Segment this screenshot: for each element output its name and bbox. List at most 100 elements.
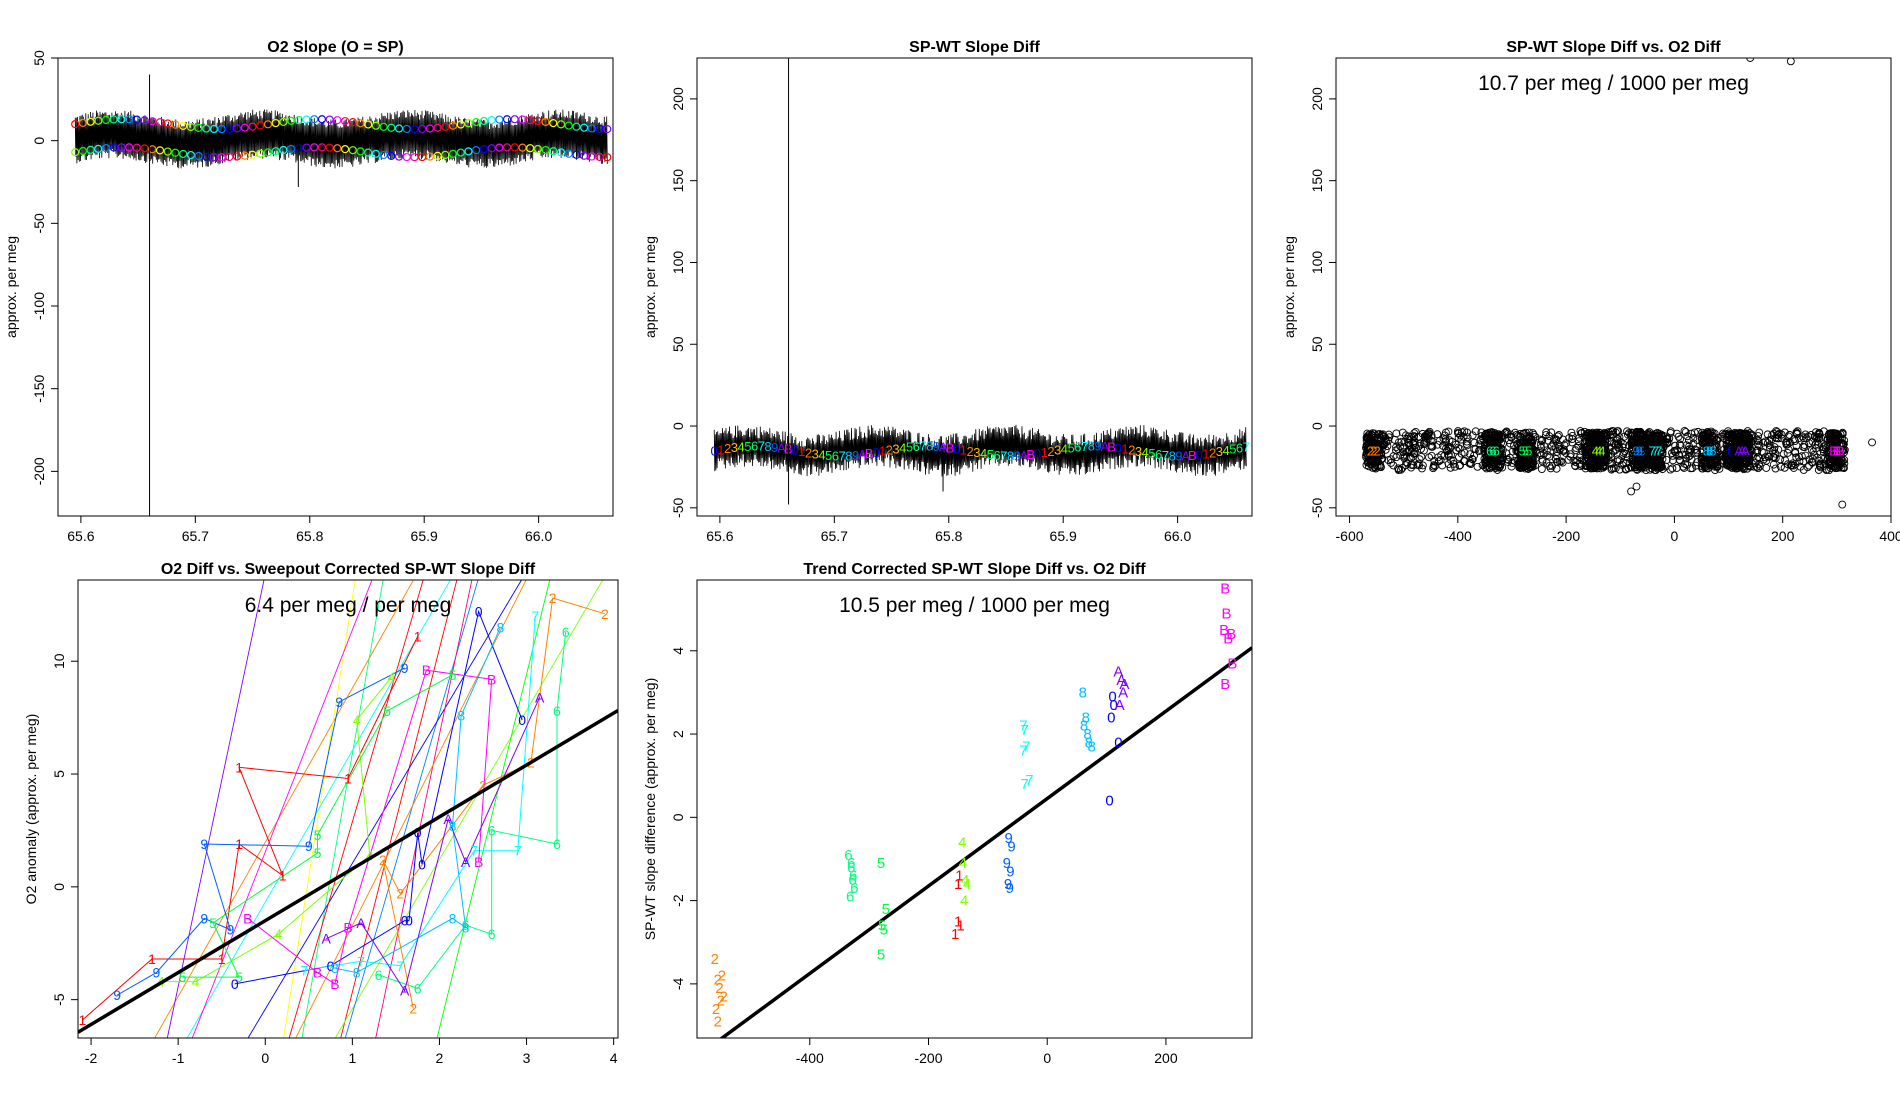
data-point: [1404, 446, 1413, 455]
fit-annotation: 10.7 per meg / 1000 per meg: [1478, 72, 1749, 95]
data-point: [1516, 456, 1525, 465]
cluster-label: A: [1735, 444, 1744, 459]
data-point: B: [1026, 447, 1035, 462]
data-point: [1392, 429, 1401, 438]
data-point: [1419, 446, 1428, 455]
data-point: 3: [1216, 444, 1223, 459]
data-point: 5: [449, 667, 457, 683]
data-point: [1668, 451, 1677, 460]
y-tick-label: -50: [1309, 497, 1325, 517]
data-point: [510, 143, 519, 152]
data-point: 1: [1121, 441, 1128, 456]
data-point: B: [422, 662, 431, 678]
data-point: [340, 145, 350, 154]
data-point: [1702, 462, 1710, 471]
chart-title: Trend Corrected SP-WT Slope Diff vs. O2 …: [803, 561, 1146, 578]
data-point: [1373, 440, 1382, 449]
data-point: [171, 120, 180, 129]
data-point: 0: [1115, 440, 1122, 455]
data-point: 5: [744, 439, 751, 454]
data-point: 2: [409, 1001, 417, 1017]
data-point: [580, 123, 589, 132]
data-point: A: [939, 440, 948, 455]
data-point: [1454, 453, 1463, 462]
cluster-label: 5: [1522, 444, 1529, 459]
data-point: [464, 147, 473, 156]
data-point: [1590, 442, 1599, 451]
cluster-label: 2: [1370, 444, 1377, 459]
data-point: [1392, 443, 1401, 452]
data-point: [1671, 441, 1680, 450]
x-tick-label: 400: [1879, 528, 1900, 544]
group-line-2: [382, 597, 606, 1009]
data-point: 8: [497, 619, 505, 635]
data-point: [117, 115, 126, 124]
cluster-label: 2: [1374, 444, 1381, 459]
data-point: [1368, 438, 1377, 447]
data-point: [1755, 428, 1764, 437]
data-point: 0: [231, 976, 239, 992]
series-line: [375, 580, 473, 1038]
data-point: [356, 147, 365, 156]
data-point: [348, 117, 357, 127]
data-series-line: [713, 424, 1247, 477]
data-point: 7: [839, 448, 846, 463]
data-point: [1731, 462, 1740, 471]
panel-p2: 0123456789AB0123456789AB0123456789AB0123…: [642, 39, 1253, 544]
data-point: B: [1220, 676, 1230, 693]
data-point: A: [1116, 672, 1126, 689]
data-point: 5: [1148, 446, 1155, 461]
data-point: 2: [720, 988, 728, 1005]
data-point: B: [343, 919, 352, 935]
data-point: [510, 115, 519, 124]
data-point: [1750, 462, 1758, 471]
data-point: [1515, 432, 1524, 441]
data-point: [1602, 430, 1611, 439]
data-point: [1805, 439, 1814, 448]
chart-title: O2 Slope (O = SP): [267, 39, 403, 56]
data-point: [1622, 450, 1631, 458]
data-point: [1619, 440, 1628, 449]
data-point: [464, 119, 473, 128]
data-point: [1574, 437, 1583, 446]
data-point: 9: [852, 448, 859, 463]
data-point: [1587, 429, 1596, 438]
data-point: [1627, 439, 1636, 448]
data-point: 9: [1175, 448, 1182, 463]
data-point: [1688, 464, 1697, 473]
data-point: 2: [1128, 443, 1135, 458]
data-point: [1475, 445, 1484, 454]
data-point: [71, 148, 80, 157]
data-point: 8: [449, 910, 457, 926]
data-point: [1689, 434, 1698, 443]
data-point: 7: [1000, 448, 1007, 463]
cluster-label: 2: [1367, 444, 1374, 459]
data-point: 1: [956, 918, 964, 935]
data-point: [1839, 445, 1848, 454]
data-point: [132, 115, 141, 124]
y-tick-label: -50: [31, 213, 47, 233]
data-point: 2: [886, 443, 893, 458]
x-tick-label: 200: [1771, 528, 1795, 544]
x-tick-label: -2: [85, 1050, 98, 1066]
data-point: 5: [878, 918, 886, 935]
plot-frame: [57, 57, 614, 517]
data-point: 9: [1094, 439, 1101, 454]
data-point: 2: [714, 1013, 722, 1030]
data-point: 5: [314, 827, 322, 843]
plot-frame: [696, 579, 1253, 1039]
data-point: [294, 115, 303, 125]
data-point: 2: [715, 980, 723, 997]
data-point: [1702, 446, 1711, 455]
data-point: [1487, 438, 1496, 447]
data-point: 0: [414, 825, 422, 841]
data-point: [1369, 449, 1378, 458]
data-point: 8: [1088, 439, 1095, 454]
data-point: 4: [959, 855, 967, 872]
data-point: 8: [1085, 734, 1093, 751]
data-point: 6: [849, 868, 857, 885]
data-point: [1675, 440, 1684, 449]
data-point: [1801, 451, 1810, 460]
